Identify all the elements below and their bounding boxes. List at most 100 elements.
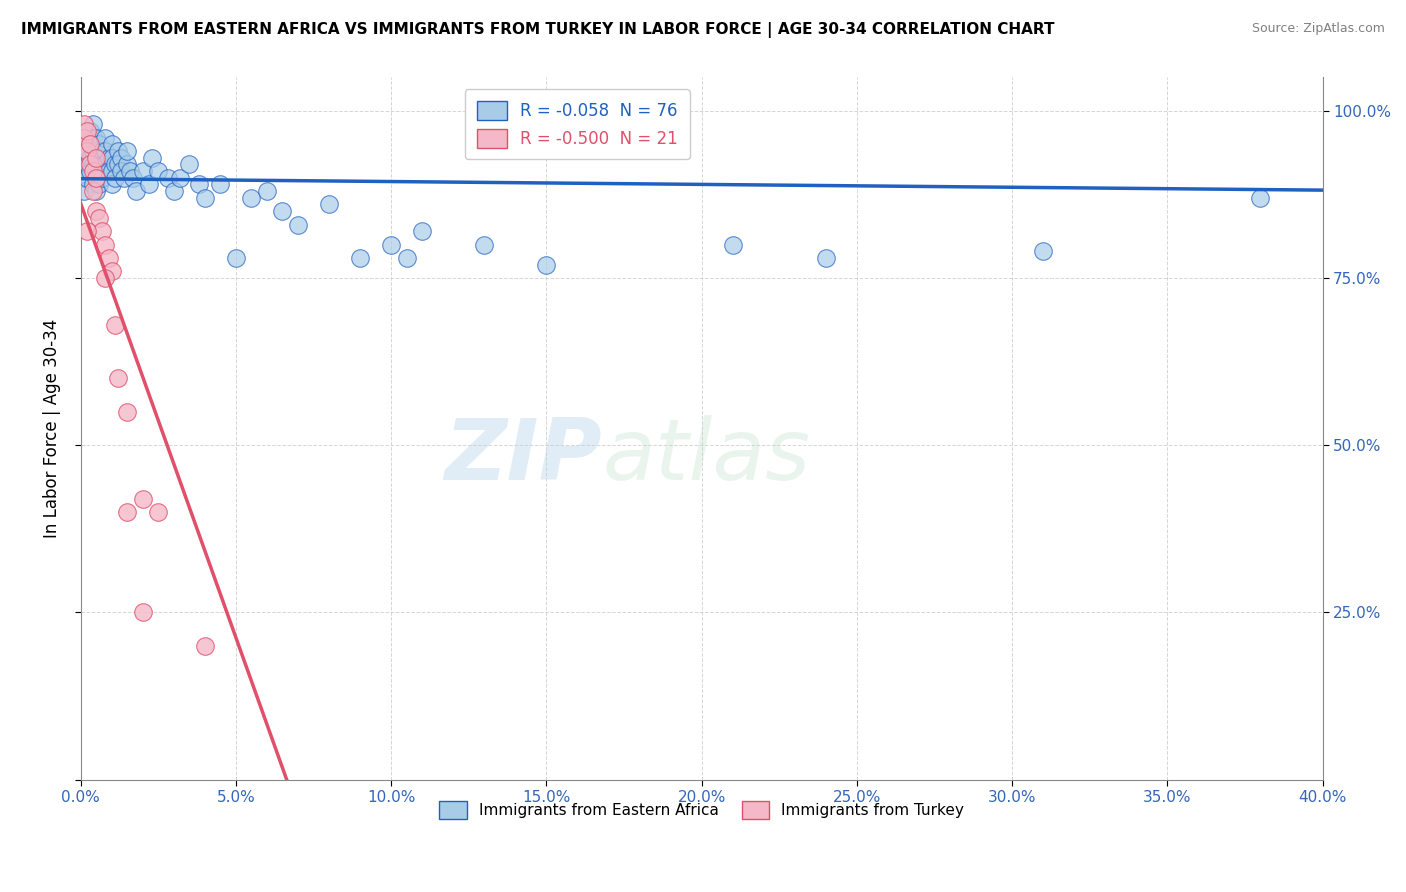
Point: [271, 204, 294, 219]
Point: [82, 130, 104, 145]
Point: [76, 124, 98, 138]
Point: [209, 178, 232, 192]
Point: [194, 639, 217, 653]
Point: [100, 137, 122, 152]
Point: [73, 117, 96, 131]
Point: [104, 157, 127, 171]
Point: [287, 218, 309, 232]
Point: [131, 164, 153, 178]
Point: [76, 144, 98, 158]
Point: [76, 170, 98, 185]
Point: [79, 151, 101, 165]
Point: [91, 170, 114, 185]
Point: [107, 144, 129, 158]
Point: [79, 157, 101, 171]
Point: [100, 178, 122, 192]
Point: [76, 224, 98, 238]
Text: IMMIGRANTS FROM EASTERN AFRICA VS IMMIGRANTS FROM TURKEY IN LABOR FORCE | AGE 30: IMMIGRANTS FROM EASTERN AFRICA VS IMMIGR…: [21, 22, 1054, 38]
Point: [115, 405, 138, 419]
Point: [94, 271, 117, 285]
Point: [89, 178, 111, 192]
Point: [110, 164, 132, 178]
Text: ZIP: ZIP: [444, 415, 602, 498]
Point: [91, 224, 114, 238]
Point: [89, 137, 111, 152]
Point: [73, 130, 96, 145]
Point: [187, 178, 209, 192]
Point: [84, 170, 107, 185]
Point: [73, 184, 96, 198]
Point: [395, 251, 418, 265]
Point: [76, 130, 98, 145]
Point: [125, 184, 148, 198]
Point: [110, 151, 132, 165]
Point: [1250, 191, 1272, 205]
Point: [82, 184, 104, 198]
Point: [163, 184, 186, 198]
Point: [107, 157, 129, 171]
Point: [82, 144, 104, 158]
Point: [79, 124, 101, 138]
Point: [194, 191, 217, 205]
Point: [89, 164, 111, 178]
Point: [179, 157, 201, 171]
Point: [100, 151, 122, 165]
Point: [76, 144, 98, 158]
Point: [76, 157, 98, 171]
Point: [94, 157, 117, 171]
Point: [97, 151, 120, 165]
Point: [84, 130, 107, 145]
Point: [97, 164, 120, 178]
Point: [73, 157, 96, 171]
Point: [73, 170, 96, 185]
Point: [169, 170, 191, 185]
Point: [84, 157, 107, 171]
Point: [104, 318, 127, 332]
Point: [814, 251, 837, 265]
Point: [104, 170, 127, 185]
Point: [97, 251, 120, 265]
Point: [89, 211, 111, 225]
Point: [84, 144, 107, 158]
Point: [131, 491, 153, 506]
Point: [94, 237, 117, 252]
Point: [349, 251, 371, 265]
Point: [82, 164, 104, 178]
Point: [84, 151, 107, 165]
Point: [411, 224, 433, 238]
Point: [225, 251, 247, 265]
Point: [79, 164, 101, 178]
Point: [100, 164, 122, 178]
Point: [82, 178, 104, 192]
Point: [1032, 244, 1054, 259]
Y-axis label: In Labor Force | Age 30-34: In Labor Force | Age 30-34: [44, 319, 60, 538]
Point: [91, 157, 114, 171]
Point: [112, 170, 135, 185]
Point: [721, 237, 744, 252]
Point: [120, 164, 142, 178]
Point: [141, 151, 163, 165]
Point: [100, 264, 122, 278]
Point: [94, 130, 117, 145]
Point: [89, 151, 111, 165]
Point: [536, 258, 558, 272]
Text: atlas: atlas: [602, 415, 810, 498]
Point: [131, 606, 153, 620]
Point: [156, 170, 179, 185]
Point: [318, 197, 340, 211]
Point: [107, 371, 129, 385]
Point: [84, 170, 107, 185]
Point: [256, 184, 278, 198]
Point: [122, 170, 145, 185]
Legend: Immigrants from Eastern Africa, Immigrants from Turkey: Immigrants from Eastern Africa, Immigran…: [433, 795, 970, 824]
Point: [115, 157, 138, 171]
Point: [472, 237, 495, 252]
Point: [94, 144, 117, 158]
Point: [240, 191, 263, 205]
Point: [148, 505, 170, 519]
Point: [380, 237, 402, 252]
Point: [79, 137, 101, 152]
Point: [79, 137, 101, 152]
Point: [84, 204, 107, 219]
Point: [91, 144, 114, 158]
